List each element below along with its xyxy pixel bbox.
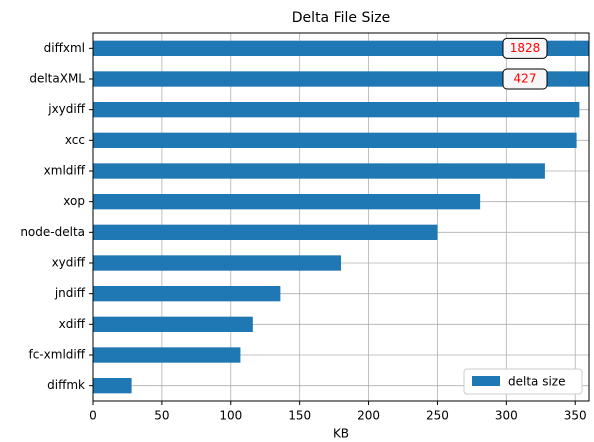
y-tick-label: diffmk (47, 378, 85, 392)
y-tick-label: deltaXML (29, 72, 85, 86)
y-tick-label: xop (63, 194, 85, 208)
bar (93, 378, 132, 394)
chart-title: Delta File Size (292, 10, 390, 26)
x-tick-label: 350 (564, 409, 587, 423)
y-tick-label: diffxml (44, 41, 85, 55)
y-tick-label: jxydiff (47, 102, 85, 116)
bar (93, 132, 577, 148)
overlay: 0 50 100 150 200 250 300 350 diffxml deltaXML jxyd… (20, 32, 590, 423)
bar (93, 71, 589, 87)
bars (93, 40, 589, 394)
x-axis-label: KB (333, 427, 349, 441)
x-tick-label: 150 (288, 409, 311, 423)
bar (93, 194, 481, 210)
y-tick-label: fc-xmldiff (29, 348, 86, 362)
plot-frame (92, 32, 590, 402)
value-label: 427 (514, 72, 537, 86)
x-tick-label: 300 (495, 409, 518, 423)
bar (93, 224, 438, 240)
bar (93, 316, 253, 332)
x-tick-label: 250 (426, 409, 449, 423)
x-tick-label: 100 (219, 409, 242, 423)
bar (93, 102, 580, 118)
legend-swatch (472, 376, 500, 386)
x-tick-label: 0 (89, 409, 97, 423)
bar (93, 347, 241, 363)
legend (463, 368, 583, 395)
y-tick-label: xmldiff (44, 164, 86, 178)
x-tick-label: 200 (357, 409, 380, 423)
y-tick-label: xydiff (52, 256, 86, 270)
y-tick-label: xcc (65, 133, 85, 147)
annotation-box (502, 68, 548, 90)
bar (93, 255, 341, 271)
bar (93, 163, 545, 179)
legend-label: delta size (508, 375, 565, 389)
y-tick-label: jndiff (54, 286, 86, 300)
bar (93, 40, 589, 56)
bar (93, 286, 281, 302)
x-tick-label: 50 (154, 409, 169, 423)
y-tick-label: xdiff (59, 317, 86, 331)
annotation-box (502, 37, 548, 59)
y-tick-label: node-delta (20, 225, 85, 239)
value-label: 1828 (510, 41, 541, 55)
